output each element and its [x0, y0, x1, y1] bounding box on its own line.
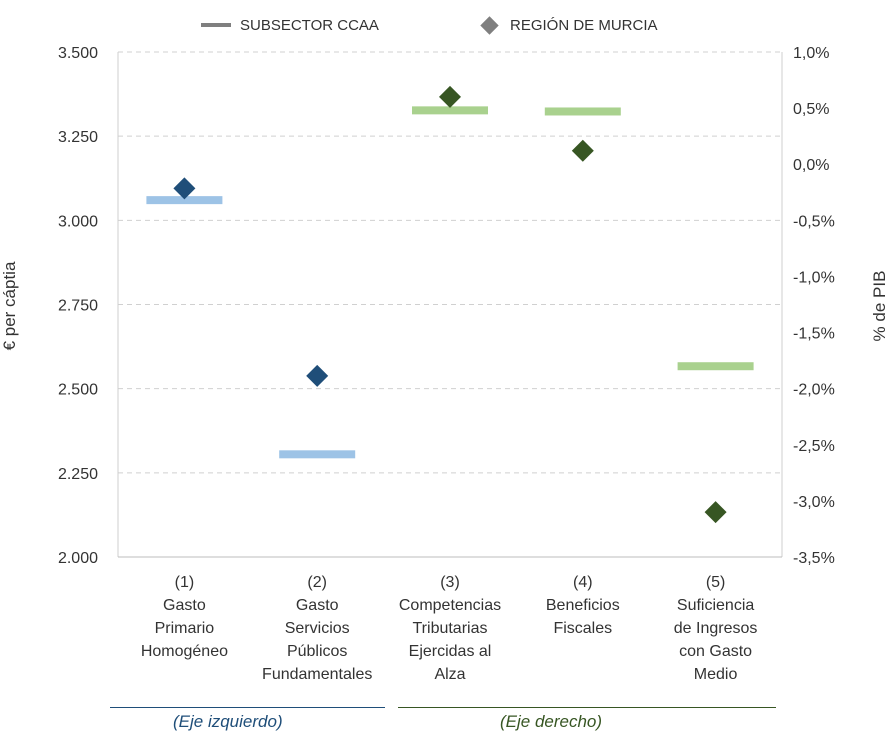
- y-left-tick-label: 2.500: [58, 382, 98, 399]
- y-right-tick-label: -3,0%: [793, 494, 835, 511]
- x-tick-label: Suficiencia: [677, 597, 754, 614]
- subsector-bar-marker: [146, 196, 223, 205]
- subsector-bar-marker: [677, 362, 754, 371]
- footer-left-label: (Eje izquierdo): [173, 712, 283, 731]
- footer-right-rule: [398, 707, 776, 708]
- y-left-tick-label: 3.500: [58, 45, 98, 62]
- x-tick-label: (4): [573, 574, 593, 591]
- x-tick-label: Medio: [694, 666, 738, 683]
- y-right-tick-label: -1,5%: [793, 326, 835, 343]
- region-diamond-marker: [704, 501, 727, 524]
- subsector-bar-marker: [544, 107, 621, 116]
- y-right-tick-label: -0,5%: [793, 213, 835, 230]
- x-tick-label: Fiscales: [553, 620, 612, 637]
- x-tick-label: Públicos: [287, 643, 347, 660]
- legend-line-swatch: [201, 23, 231, 27]
- x-tick-label: Alza: [434, 666, 465, 683]
- legend-item-subsector: SUBSECTOR CCAA: [201, 12, 379, 38]
- y-left-tick-label: 2.750: [58, 298, 98, 315]
- y-left-tick-label: 3.000: [58, 213, 98, 230]
- x-tick-label: Homogéneo: [141, 643, 228, 660]
- legend: SUBSECTOR CCAA REGIÓN DE MURCIA: [0, 12, 895, 38]
- region-diamond-marker: [571, 139, 594, 162]
- region-diamond-marker: [439, 85, 461, 108]
- footer-right-label: (Eje derecho): [500, 712, 603, 731]
- x-tick-label: Competencias: [399, 597, 501, 614]
- x-tick-label: Tributarias: [413, 620, 488, 637]
- x-tick-label: de Ingresos: [674, 620, 758, 637]
- x-tick-label: Gasto: [163, 597, 206, 614]
- footer-left-rule: [110, 707, 385, 708]
- x-tick-label: (2): [307, 574, 327, 591]
- x-tick-label: Fundamentales: [262, 666, 372, 683]
- y-left-tick-label: 2.250: [58, 466, 98, 483]
- region-diamond-marker: [173, 177, 196, 200]
- x-tick-label: Primario: [155, 620, 215, 637]
- y-right-tick-label: -1,0%: [793, 269, 835, 286]
- y-right-tick-label: 1,0%: [793, 45, 829, 62]
- y-right-tick-label: -2,0%: [793, 382, 835, 399]
- x-tick-label: Servicios: [285, 620, 350, 637]
- legend-item-region: REGIÓN DE MURCIA: [480, 12, 658, 38]
- y-left-tick-label: 2.000: [58, 550, 98, 567]
- subsector-bar-marker: [279, 450, 356, 459]
- x-tick-label: (3): [440, 574, 460, 591]
- x-tick-label: con Gasto: [679, 643, 752, 660]
- legend-label-region: REGIÓN DE MURCIA: [510, 16, 658, 34]
- x-tick-label: (1): [175, 574, 195, 591]
- y-right-tick-label: 0,0%: [793, 157, 829, 174]
- x-tick-label: (5): [706, 574, 726, 591]
- y-right-tick-label: -2,5%: [793, 438, 835, 455]
- x-tick-label: Beneficios: [546, 597, 620, 614]
- region-diamond-marker: [306, 364, 329, 387]
- legend-label-subsector: SUBSECTOR CCAA: [240, 16, 379, 34]
- y-right-tick-label: -3,5%: [793, 550, 835, 567]
- subsector-bar-marker: [412, 106, 488, 115]
- y-right-tick-label: 0,5%: [793, 101, 829, 118]
- x-tick-label: Gasto: [296, 597, 339, 614]
- x-tick-label: Ejercidas al: [409, 643, 492, 660]
- y-left-tick-label: 3.250: [58, 129, 98, 146]
